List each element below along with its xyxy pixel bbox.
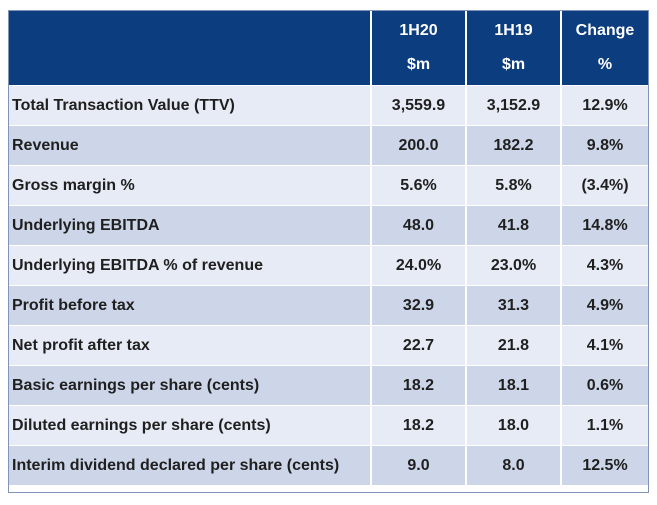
row-label: Basic earnings per share (cents) bbox=[9, 365, 372, 406]
header-row: 1H20 $m 1H19 $m Change % bbox=[9, 11, 648, 86]
row-1h19-value: 31.3 bbox=[466, 285, 562, 326]
table-row: Diluted earnings per share (cents) 18.2 … bbox=[9, 405, 648, 446]
row-label: Interim dividend declared per share (cen… bbox=[9, 445, 372, 485]
row-label: Profit before tax bbox=[9, 285, 372, 326]
row-1h19-value: 23.0% bbox=[466, 245, 562, 286]
row-1h19-value: 18.1 bbox=[466, 365, 562, 406]
row-1h19-value: 41.8 bbox=[466, 205, 562, 246]
row-1h19-value: 8.0 bbox=[466, 445, 562, 485]
header-1h19: 1H19 $m bbox=[466, 11, 562, 86]
header-label-cell bbox=[9, 11, 372, 86]
row-change-value: 4.9% bbox=[561, 285, 648, 326]
table-row: Net profit after tax 22.7 21.8 4.1% bbox=[9, 325, 648, 366]
row-change-value: 12.9% bbox=[561, 85, 648, 126]
row-1h20-value: 24.0% bbox=[371, 245, 467, 286]
header-1h19-unit: $m bbox=[501, 56, 526, 73]
row-1h19-value: 182.2 bbox=[466, 125, 562, 166]
row-1h20-value: 3,559.9 bbox=[371, 85, 467, 126]
row-1h20-value: 18.2 bbox=[371, 405, 467, 446]
table-row: Profit before tax 32.9 31.3 4.9% bbox=[9, 285, 648, 326]
row-1h20-value: 200.0 bbox=[371, 125, 467, 166]
row-1h20-value: 5.6% bbox=[371, 165, 467, 206]
row-1h20-value: 18.2 bbox=[371, 365, 467, 406]
row-change-value: 4.3% bbox=[561, 245, 648, 286]
row-label: Total Transaction Value (TTV) bbox=[9, 85, 372, 126]
table-row: Total Transaction Value (TTV) 3,559.9 3,… bbox=[9, 85, 648, 126]
financial-results-table: 1H20 $m 1H19 $m Change % Total Transacti… bbox=[9, 11, 648, 485]
row-change-value: 9.8% bbox=[561, 125, 648, 166]
row-change-value: 0.6% bbox=[561, 365, 648, 406]
header-change-unit: % bbox=[597, 56, 613, 73]
row-label: Gross margin % bbox=[9, 165, 372, 206]
table-header: 1H20 $m 1H19 $m Change % bbox=[9, 11, 648, 86]
row-change-value: 4.1% bbox=[561, 325, 648, 366]
financial-results-table-frame: 1H20 $m 1H19 $m Change % Total Transacti… bbox=[8, 10, 649, 493]
table-body: Total Transaction Value (TTV) 3,559.9 3,… bbox=[9, 85, 648, 485]
row-change-value: 12.5% bbox=[561, 445, 648, 485]
row-1h20-value: 9.0 bbox=[371, 445, 467, 485]
table-row: Gross margin % 5.6% 5.8% (3.4%) bbox=[9, 165, 648, 206]
row-label: Diluted earnings per share (cents) bbox=[9, 405, 372, 446]
row-change-value: 14.8% bbox=[561, 205, 648, 246]
row-label: Underlying EBITDA bbox=[9, 205, 372, 246]
header-1h20-unit: $m bbox=[406, 56, 431, 73]
header-1h20-period: 1H20 bbox=[399, 22, 438, 39]
row-1h20-value: 48.0 bbox=[371, 205, 467, 246]
row-change-value: 1.1% bbox=[561, 405, 648, 446]
table-row: Underlying EBITDA 48.0 41.8 14.8% bbox=[9, 205, 648, 246]
row-1h19-value: 18.0 bbox=[466, 405, 562, 446]
row-label: Underlying EBITDA % of revenue bbox=[9, 245, 372, 286]
table-row: Underlying EBITDA % of revenue 24.0% 23.… bbox=[9, 245, 648, 286]
header-1h19-period: 1H19 bbox=[494, 22, 533, 39]
header-1h20: 1H20 $m bbox=[371, 11, 467, 86]
row-1h19-value: 21.8 bbox=[466, 325, 562, 366]
row-1h19-value: 5.8% bbox=[466, 165, 562, 206]
row-label: Net profit after tax bbox=[9, 325, 372, 366]
row-1h19-value: 3,152.9 bbox=[466, 85, 562, 126]
row-1h20-value: 32.9 bbox=[371, 285, 467, 326]
row-1h20-value: 22.7 bbox=[371, 325, 467, 366]
row-label: Revenue bbox=[9, 125, 372, 166]
table-row: Basic earnings per share (cents) 18.2 18… bbox=[9, 365, 648, 406]
header-change-title: Change bbox=[575, 22, 635, 39]
table-row: Interim dividend declared per share (cen… bbox=[9, 445, 648, 485]
table-row: Revenue 200.0 182.2 9.8% bbox=[9, 125, 648, 166]
header-change: Change % bbox=[561, 11, 648, 86]
row-change-value: (3.4%) bbox=[561, 165, 648, 206]
